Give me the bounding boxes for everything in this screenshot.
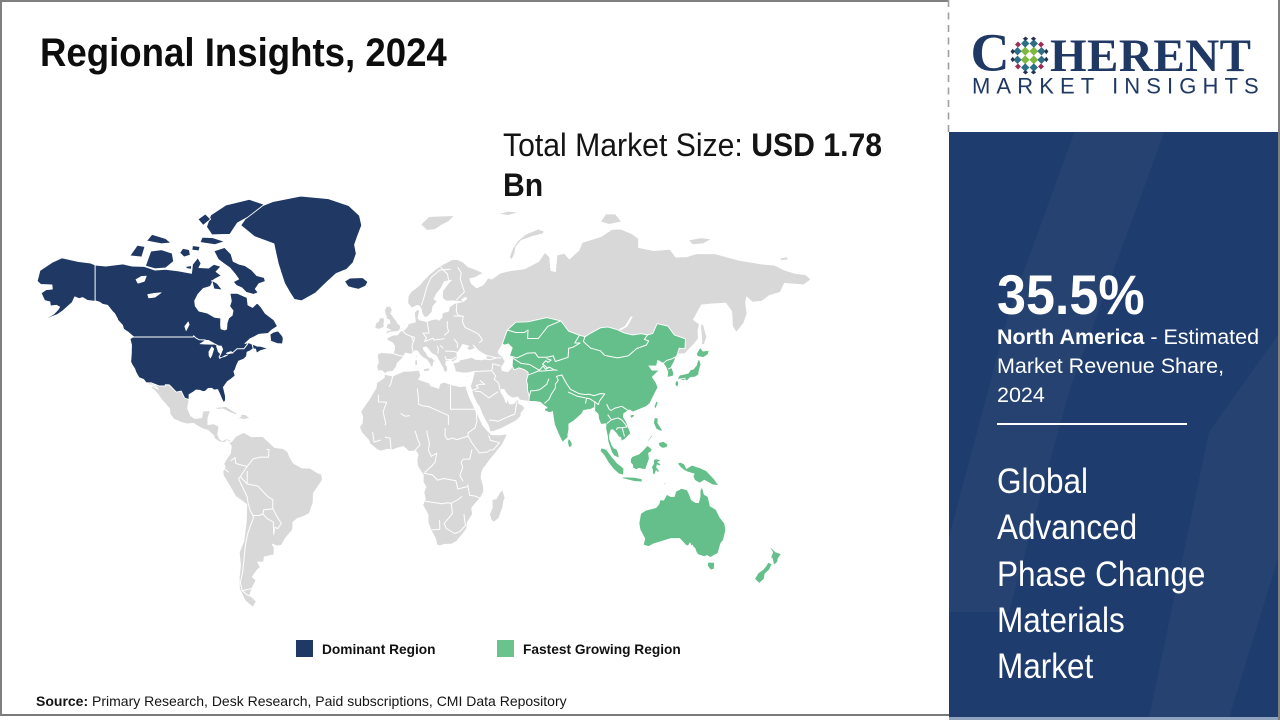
svg-text:HERENT: HERENT: [1050, 30, 1252, 82]
svg-text:C: C: [971, 23, 1010, 83]
svg-text:MARKET INSIGHTS: MARKET INSIGHTS: [972, 74, 1265, 99]
